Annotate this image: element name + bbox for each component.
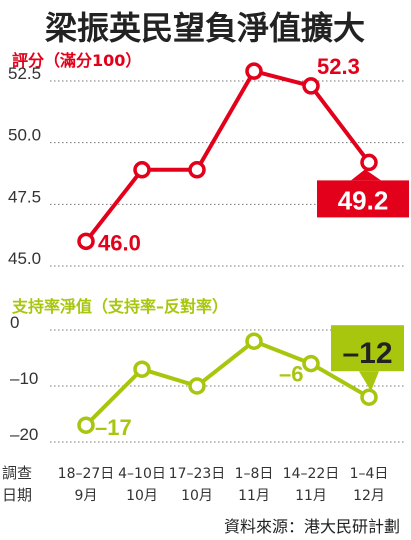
x-tick-days: 17–23日 (169, 466, 226, 482)
data-point (302, 77, 320, 95)
data-point (245, 332, 263, 350)
data-label: 49.2 (338, 185, 389, 215)
x-tick-days: 4–10日 (118, 466, 166, 482)
data-label-box (317, 180, 409, 218)
data-label: –6 (279, 362, 303, 387)
data-point (188, 161, 206, 179)
x-tick-days: 1–8日 (235, 466, 274, 482)
x-tick-month: 11月 (238, 488, 270, 504)
y-tick-label: 0 (10, 313, 19, 332)
y-tick-label: –10 (10, 369, 38, 388)
x-axis: 18–27日 9月 4–10日 10月 17–23日 10月 1–8日 11月 14–22日 11… (58, 466, 389, 504)
data-label-pointer (359, 371, 379, 392)
source-label: 資料來源：港大民研計劃 (224, 517, 400, 536)
x-axis-caption-1: 調查 (2, 464, 32, 482)
data-label: 52.3 (317, 54, 360, 79)
series-line (84, 69, 371, 243)
data-point (188, 377, 206, 395)
data-point (360, 153, 378, 172)
x-tick-month: 11月 (295, 488, 327, 504)
x-tick-month: 10月 (181, 488, 213, 504)
rating-chart: 52.5 50.0 47.5 45.0 46.0 52.3 49.2 (8, 54, 409, 268)
x-tick-month: 12月 (353, 488, 385, 504)
x-tick-month: 9月 (75, 488, 98, 504)
chart-title: 梁振英民望負淨值擴大 (45, 9, 365, 47)
data-point (302, 354, 320, 373)
data-point (77, 416, 95, 434)
y-tick-label: –20 (10, 425, 38, 444)
x-tick-days: 14–22日 (283, 466, 340, 482)
y-tick-label: 52.5 (8, 64, 41, 83)
x-tick-days: 18–27日 (58, 466, 115, 482)
data-point (133, 161, 151, 179)
data-label: 46.0 (98, 230, 141, 255)
rating-chart-title: 評分（滿分100） (12, 51, 141, 70)
x-axis-caption-2: 日期 (2, 486, 32, 504)
x-tick-month: 10月 (126, 488, 158, 504)
y-tick-label: 50.0 (8, 126, 41, 145)
data-point (77, 232, 95, 251)
y-tick-label: 45.0 (8, 249, 41, 268)
x-tick-days: 1–4日 (350, 466, 389, 482)
data-label-box (331, 325, 404, 372)
net-chart-title: 支持率淨值（支持率–反對率） (11, 297, 228, 316)
data-label: –17 (95, 415, 132, 440)
data-point (133, 360, 151, 378)
y-tick-label: 47.5 (8, 187, 41, 206)
data-point (360, 388, 378, 406)
data-label-pointer (351, 169, 381, 181)
net-chart: 0 –10 –20 –17 –6 –12 (10, 313, 405, 444)
data-label: –12 (342, 337, 392, 370)
data-point (245, 62, 263, 80)
series-line (84, 339, 371, 427)
